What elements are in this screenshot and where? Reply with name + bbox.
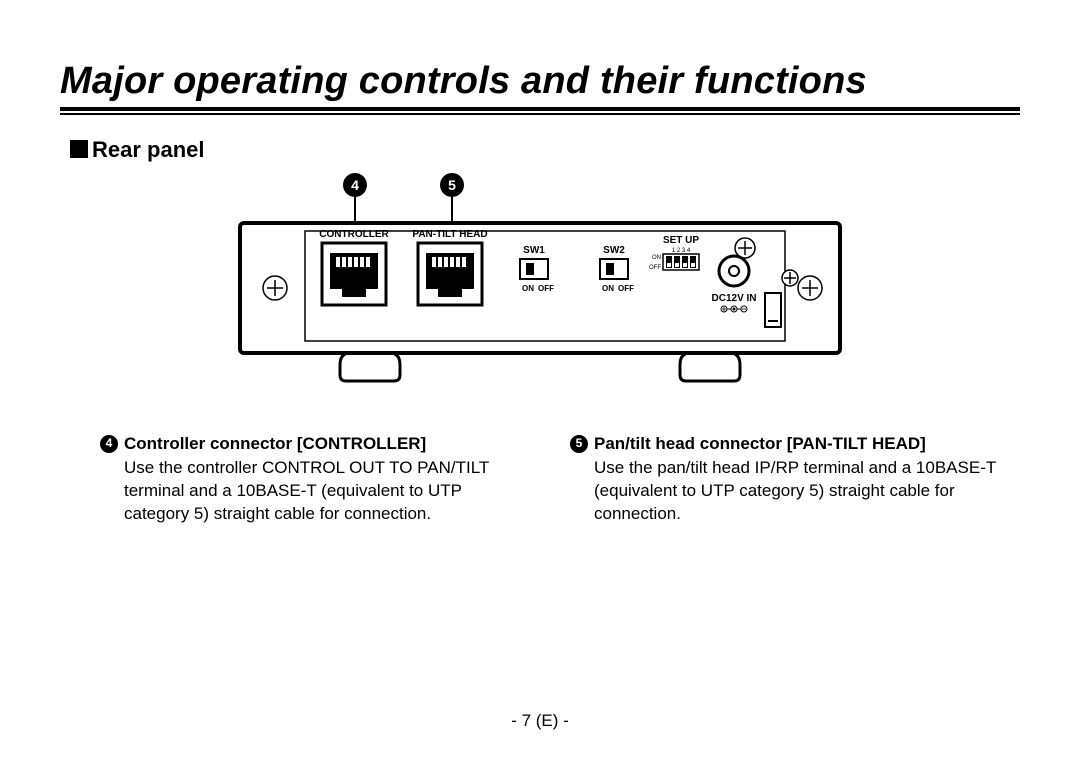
rear-panel-svg: CONTROLLER PAN-TILT HEAD SW1 ON OF (230, 213, 850, 383)
description-columns: 4 Controller connector [CONTROLLER] Use … (100, 433, 1000, 527)
title-rule-thin (60, 113, 1020, 115)
left-column: 4 Controller connector [CONTROLLER] Use … (100, 433, 530, 527)
callout-5: 5 (440, 173, 464, 197)
right-col-head: Pan/tilt head connector [PAN-TILT HEAD] (594, 433, 926, 456)
page-title: Major operating controls and their funct… (60, 60, 1020, 103)
label-sw1-off: OFF (538, 284, 554, 293)
title-rule (60, 107, 1020, 111)
page-footer: - 7 (E) - (0, 711, 1080, 731)
section-title-text: Rear panel (92, 137, 205, 162)
num-circle-4: 4 (100, 435, 118, 453)
label-sw1-on: ON (522, 284, 534, 293)
label-sw2-on: ON (602, 284, 614, 293)
label-sw2-off: OFF (618, 284, 634, 293)
num-circle-5: 5 (570, 435, 588, 453)
label-dc12v: DC12V IN (711, 293, 756, 304)
label-sw2: SW2 (603, 245, 625, 256)
label-dip-numbers: 1 2 3 4 (672, 248, 691, 254)
label-controller: CONTROLLER (319, 229, 389, 240)
rear-panel-diagram: 4 5 CONTROLLER (230, 173, 850, 393)
left-col-body: Use the controller CONTROL OUT TO PAN/TI… (124, 457, 530, 526)
callout-4: 4 (343, 173, 367, 197)
label-sw1: SW1 (523, 245, 545, 256)
label-pan-tilt-head: PAN-TILT HEAD (412, 229, 487, 240)
left-col-head: Controller connector [CONTROLLER] (124, 433, 426, 456)
section-title: Rear panel (70, 137, 1020, 163)
label-dip-off: OFF (649, 265, 661, 271)
right-col-body: Use the pan/tilt head IP/RP terminal and… (594, 457, 1000, 526)
right-column: 5 Pan/tilt head connector [PAN-TILT HEAD… (570, 433, 1000, 527)
label-dip-on: ON (652, 255, 661, 261)
section-bullet-icon (70, 140, 88, 158)
label-set-up: SET UP (663, 235, 699, 246)
